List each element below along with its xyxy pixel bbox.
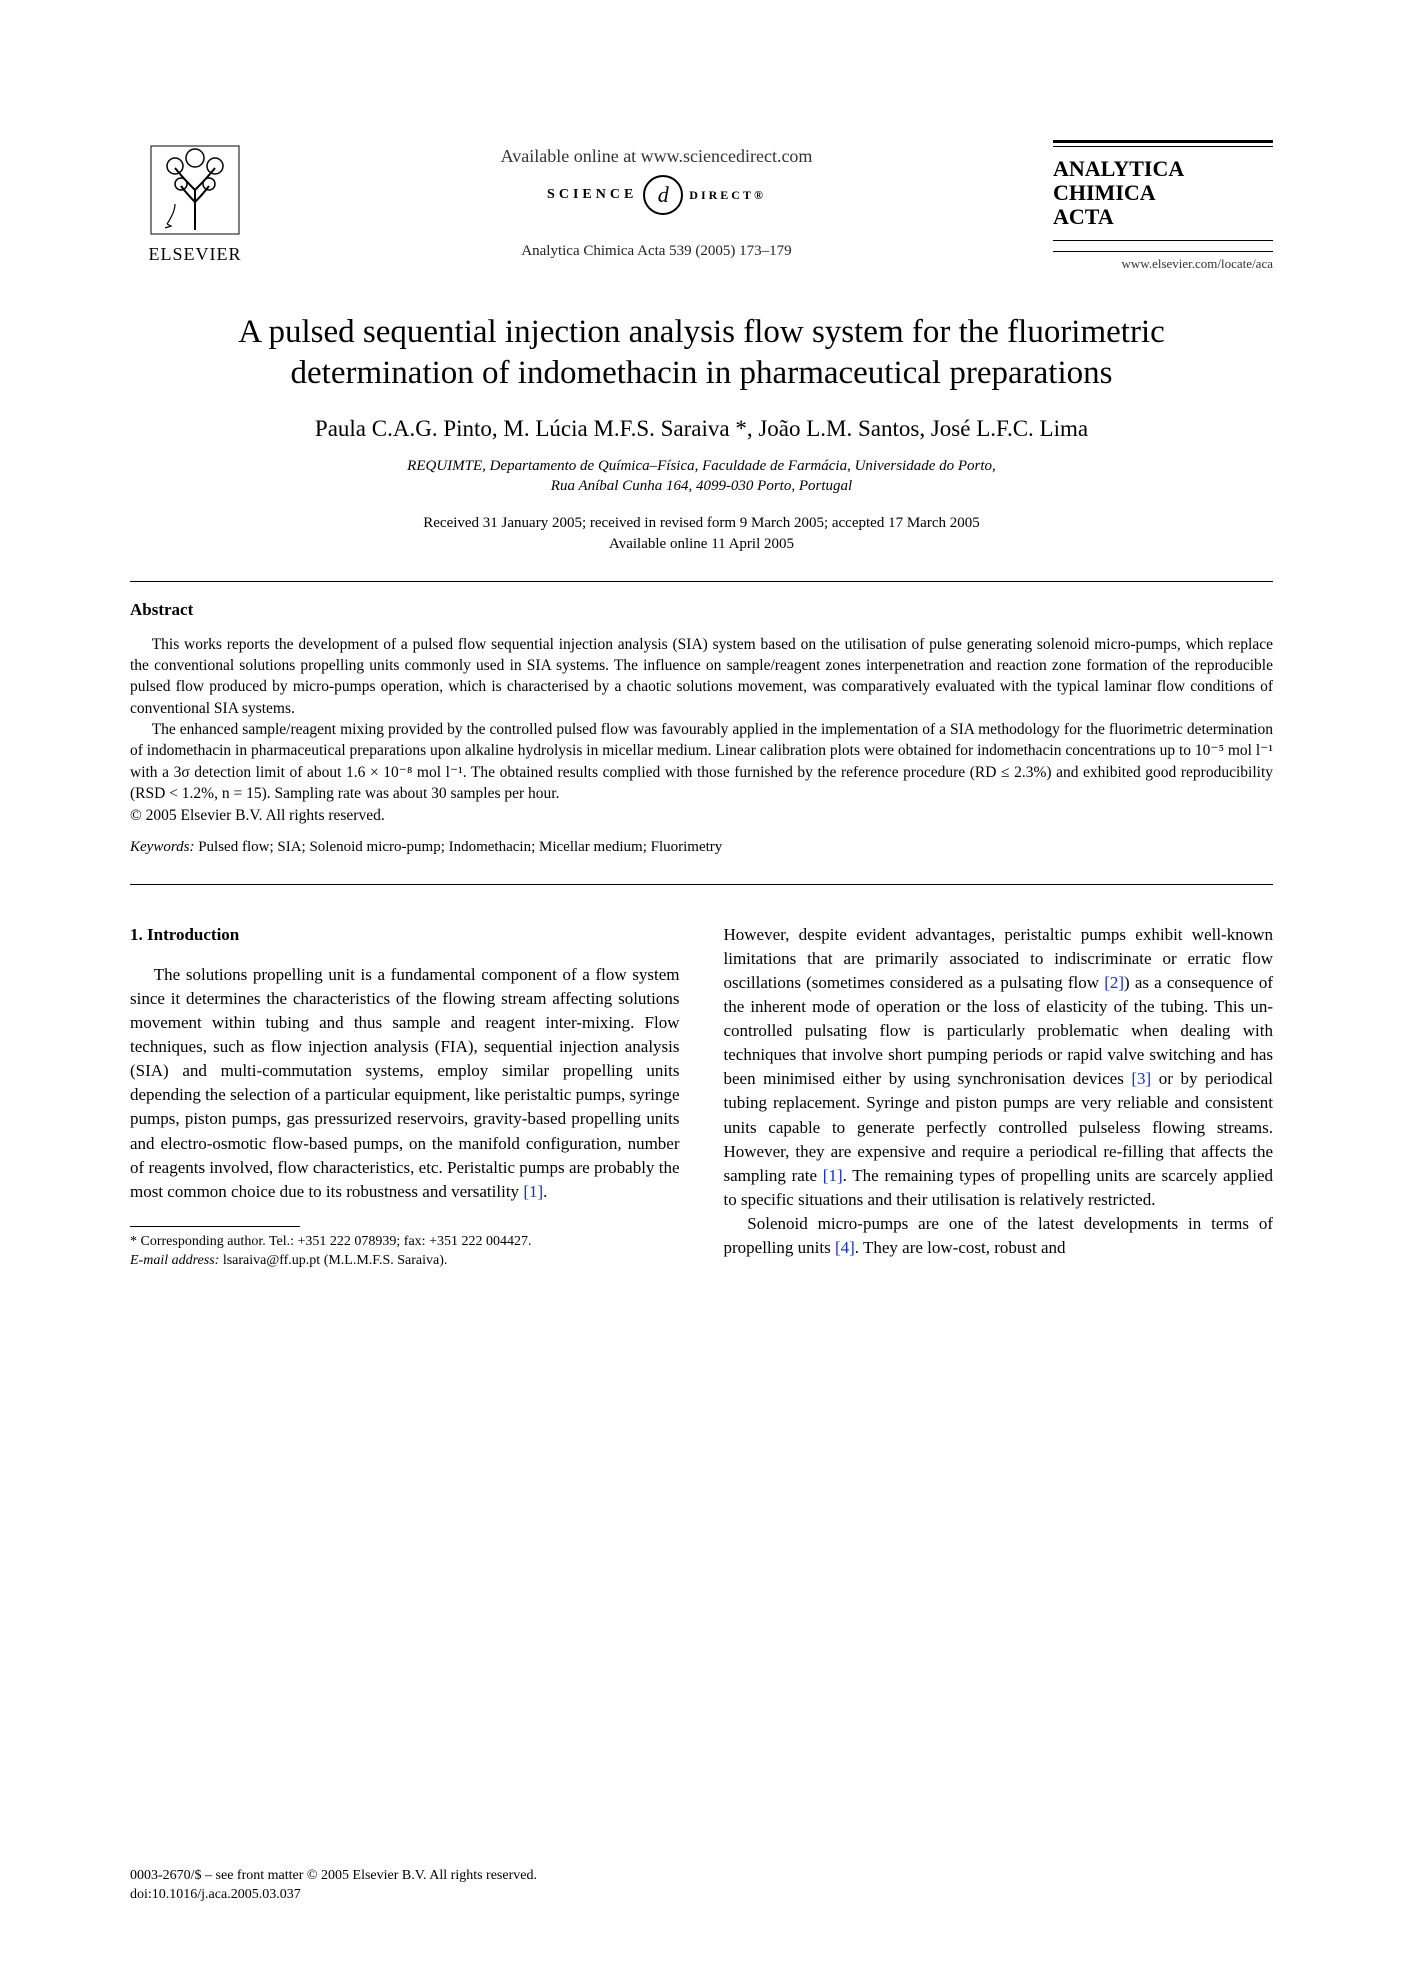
sd-left-text: SCIENCE	[547, 187, 637, 203]
journal-name-l1: ANALYTICA	[1053, 156, 1184, 181]
intro-heading: 1. Introduction	[130, 923, 680, 947]
abstract-p2: The enhanced sample/reagent mixing provi…	[130, 719, 1273, 805]
journal-block: ANALYTICA CHIMICA ACTA www.elsevier.com/…	[1053, 140, 1273, 272]
journal-name: ANALYTICA CHIMICA ACTA	[1053, 157, 1273, 230]
abstract-block: Abstract This works reports the developm…	[130, 582, 1273, 884]
journal-url: www.elsevier.com/locate/aca	[1053, 251, 1273, 272]
journal-name-l2: CHIMICA	[1053, 180, 1156, 205]
footnote-rule	[130, 1226, 300, 1227]
rule-thin-2	[1053, 240, 1273, 241]
available-online-text: Available online at www.sciencedirect.co…	[501, 146, 813, 167]
copyright: © 2005 Elsevier B.V. All rights reserved…	[130, 807, 1273, 825]
intro-left-p1-a: The solutions propelling unit is a funda…	[130, 965, 680, 1201]
authors: Paula C.A.G. Pinto, M. Lúcia M.F.S. Sara…	[130, 416, 1273, 442]
keywords-label: Keywords:	[130, 839, 194, 855]
doi-block: 0003-2670/$ – see front matter © 2005 El…	[130, 1867, 537, 1905]
footnote-email-line: E-mail address: lsaraiva@ff.up.pt (M.L.M…	[130, 1252, 680, 1271]
journal-reference: Analytica Chimica Acta 539 (2005) 173–17…	[521, 243, 791, 260]
sd-circle-icon: d	[643, 175, 683, 215]
intro-left-p1-b: .	[543, 1182, 547, 1201]
abstract-text: This works reports the development of a …	[130, 634, 1273, 805]
abstract-heading: Abstract	[130, 600, 1273, 620]
body-columns: 1. Introduction The solutions propelling…	[130, 923, 1273, 1271]
rule-thin	[1053, 146, 1273, 147]
affiliation: REQUIMTE, Departamento de Química–Física…	[130, 456, 1273, 497]
affiliation-l1: REQUIMTE, Departamento de Química–Física…	[407, 458, 996, 474]
doi-line1: 0003-2670/$ – see front matter © 2005 El…	[130, 1868, 537, 1883]
ref-link-4[interactable]: [1]	[823, 1166, 843, 1185]
footnote-email-label: E-mail address:	[130, 1253, 219, 1268]
doi-line2: doi:10.1016/j.aca.2005.03.037	[130, 1887, 301, 1902]
dates-l1: Received 31 January 2005; received in re…	[423, 515, 979, 531]
right-column: However, despite evident advantages, per…	[724, 923, 1274, 1271]
page: ELSEVIER Available online at www.science…	[0, 0, 1403, 1985]
article-dates: Received 31 January 2005; received in re…	[130, 513, 1273, 555]
abstract-p1: This works reports the development of a …	[130, 634, 1273, 720]
sd-right-text: DIRECT®	[689, 188, 766, 203]
rule-below-abstract	[130, 884, 1273, 885]
keywords: Keywords: Pulsed flow; SIA; Solenoid mic…	[130, 839, 1273, 856]
ref-link-1[interactable]: [1]	[523, 1182, 543, 1201]
ref-link-2[interactable]: [2]	[1104, 973, 1124, 992]
ref-link-5[interactable]: [4]	[835, 1238, 855, 1257]
publisher-name: ELSEVIER	[149, 244, 242, 265]
footnote-corr: * Corresponding author. Tel.: +351 222 0…	[130, 1233, 680, 1252]
header-row: ELSEVIER Available online at www.science…	[130, 140, 1273, 272]
keywords-text: Pulsed flow; SIA; Solenoid micro-pump; I…	[194, 839, 722, 855]
sciencedirect-logo: SCIENCE d DIRECT®	[547, 175, 766, 215]
intro-right-p2: Solenoid micro-pumps are one of the late…	[724, 1212, 1274, 1260]
elsevier-tree-icon	[145, 140, 245, 240]
article-title: A pulsed sequential injection analysis f…	[172, 312, 1232, 395]
footnote-email: lsaraiva@ff.up.pt (M.L.M.F.S. Saraiva).	[219, 1253, 447, 1268]
affiliation-l2: Rua Aníbal Cunha 164, 4099-030 Porto, Po…	[551, 478, 852, 494]
dates-l2: Available online 11 April 2005	[609, 536, 794, 552]
intro-right-p1: However, despite evident advantages, per…	[724, 923, 1274, 1213]
ref-link-3[interactable]: [3]	[1131, 1069, 1151, 1088]
intro-right-p2-b: . They are low-cost, robust and	[855, 1238, 1066, 1257]
rule-thick	[1053, 140, 1273, 143]
footnote: * Corresponding author. Tel.: +351 222 0…	[130, 1233, 680, 1271]
publisher-block: ELSEVIER	[130, 140, 260, 265]
journal-name-l3: ACTA	[1053, 204, 1114, 229]
intro-left-p1: The solutions propelling unit is a funda…	[130, 963, 680, 1204]
left-column: 1. Introduction The solutions propelling…	[130, 923, 680, 1271]
center-header: Available online at www.sciencedirect.co…	[260, 140, 1053, 260]
